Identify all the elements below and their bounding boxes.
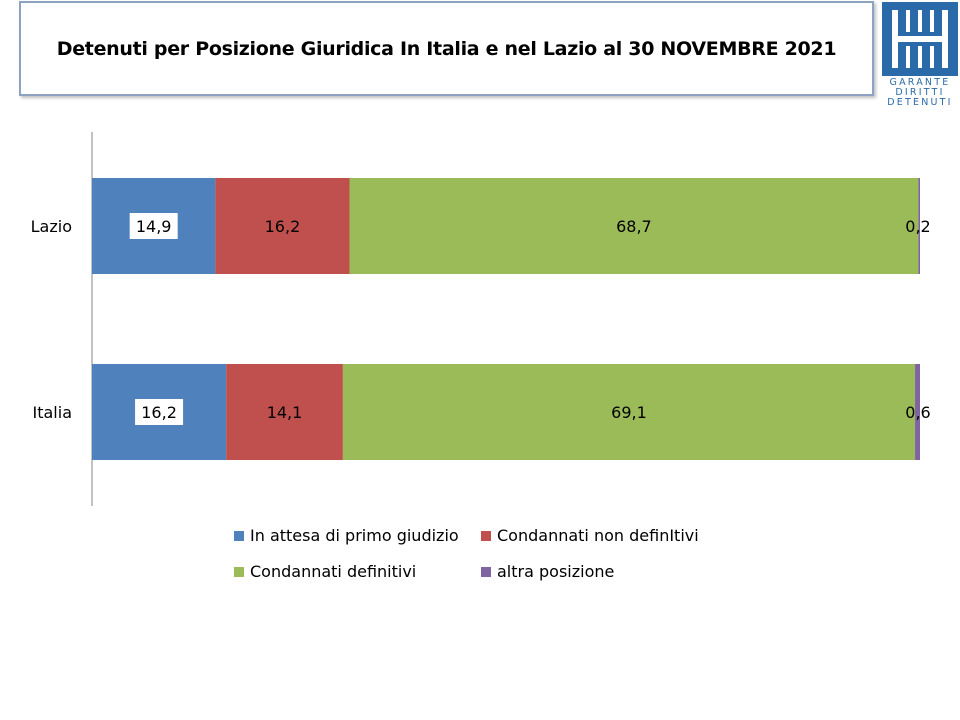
logo-line: DETENUTI [887,97,953,108]
logo-line: GARANTE [889,77,951,88]
logo-words: GARANTE DIRITTI DETENUTI [882,78,958,108]
legend-label: altra posizione [497,562,615,581]
data-label: 16,2 [265,217,301,236]
legend-swatch [234,566,244,577]
bar-segment [915,364,920,460]
category-tick-label: Lazio [31,217,72,236]
category-tick-label: Italia [33,403,73,422]
legend-label: Condannati definitivi [250,562,417,581]
legend-item: Condannati non definItivi [481,526,699,545]
bar-segment [342,364,916,460]
data-label: 69,1 [611,403,647,422]
legend-swatch [481,566,491,577]
logo-line: DIRITTI [895,87,945,98]
data-label: 16,2 [141,403,177,422]
garante-logo: GARANTE DIRITTI DETENUTI [882,2,958,108]
bar-segment [349,178,919,274]
data-label: 0,2 [905,217,930,236]
bar-segment [215,178,350,274]
data-label: 14,1 [267,403,303,422]
legend-label: In attesa di primo giudizio [250,526,459,545]
data-label: 68,7 [616,217,652,236]
data-label-bg [129,213,178,239]
chart-title: Detenuti per Posizione Giuridica In Ital… [56,37,837,60]
logo-mark-icon [882,2,958,76]
data-label: 0,6 [905,403,930,422]
bar-segment [918,178,920,274]
legend-swatch [234,530,244,541]
data-label: 14,9 [136,217,172,236]
bar-segment [226,364,343,460]
data-label-bg [135,399,184,425]
legend-item: altra posizione [481,562,614,581]
legend-item: In attesa di primo giudizio [234,526,459,545]
legend-swatch [481,530,491,541]
legend-label: Condannati non definItivi [497,526,699,545]
chart-title-box: Detenuti per Posizione Giuridica In Ital… [19,1,874,96]
legend-item: Condannati definitivi [234,562,416,581]
